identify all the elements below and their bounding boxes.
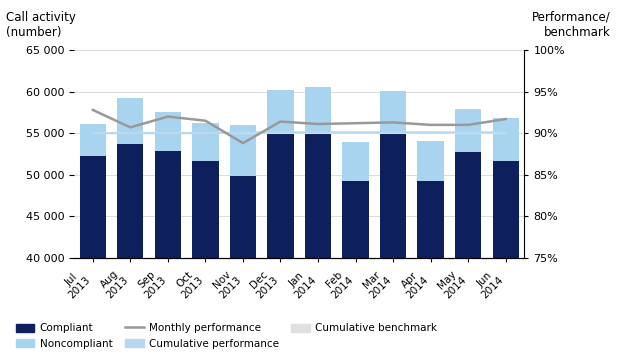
- Text: Call activity
(number): Call activity (number): [6, 11, 76, 39]
- Bar: [117, 98, 144, 144]
- Legend: Compliant, Noncompliant, Monthly performance, Cumulative performance, Cumulative: Compliant, Noncompliant, Monthly perform…: [11, 319, 441, 353]
- Bar: [305, 87, 331, 132]
- Bar: [267, 133, 294, 358]
- Text: Performance/
benchmark: Performance/ benchmark: [532, 11, 611, 39]
- Bar: [492, 118, 519, 161]
- Bar: [492, 161, 519, 358]
- Bar: [380, 91, 406, 134]
- Bar: [305, 132, 331, 358]
- Bar: [380, 134, 406, 358]
- Bar: [342, 142, 369, 182]
- Bar: [117, 144, 144, 358]
- Bar: [455, 109, 481, 152]
- Bar: [418, 182, 444, 358]
- Bar: [80, 124, 106, 156]
- Bar: [230, 125, 256, 175]
- Bar: [80, 156, 106, 358]
- Bar: [155, 151, 181, 358]
- Bar: [342, 182, 369, 358]
- Bar: [193, 123, 218, 161]
- Bar: [455, 152, 481, 358]
- Bar: [267, 90, 294, 133]
- Bar: [230, 175, 256, 358]
- Bar: [193, 161, 218, 358]
- Bar: [418, 141, 444, 182]
- Bar: [155, 112, 181, 151]
